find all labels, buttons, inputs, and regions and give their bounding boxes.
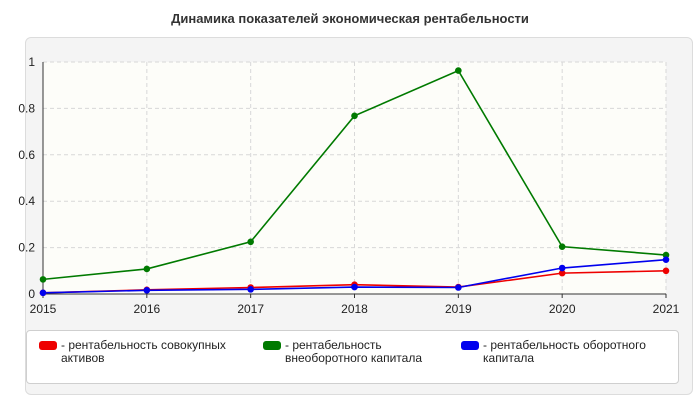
legend-swatch-2 (461, 341, 479, 350)
x-tick-label-1: 2016 (133, 302, 160, 316)
x-tick-label-2: 2017 (237, 302, 264, 316)
series-1-point-5[interactable] (558, 243, 566, 250)
series-1-point-3[interactable] (351, 112, 358, 120)
series-group (39, 67, 670, 297)
y-tick-label-5: 1 (28, 55, 35, 69)
y-tick-label-0: 0 (28, 287, 35, 301)
legend-swatch-0 (39, 341, 57, 350)
x-tick-label-3: 2018 (341, 302, 368, 316)
series-2-point-3[interactable] (351, 283, 358, 291)
legend-label-1: - рентабельность внеоборотного капитала (285, 338, 422, 365)
series-2-point-1[interactable] (143, 286, 151, 294)
series-2-point-6[interactable] (662, 256, 670, 263)
series-1-point-4[interactable] (455, 67, 462, 74)
legend: - рентабельность совокупных активов - ре… (26, 330, 679, 384)
x-tick-label-6: 2021 (653, 302, 680, 316)
y-axis-ticks: 0 0.2 0.4 0.6 0.8 1 (18, 55, 35, 301)
series-2-point-0[interactable] (39, 289, 47, 297)
x-axis-ticks: 2015 2016 2017 2018 2019 2020 2021 (30, 294, 680, 316)
y-tick-label-2: 0.4 (18, 194, 35, 208)
series-0-point-5[interactable] (558, 269, 566, 277)
y-tick-label-1: 0.2 (18, 241, 35, 255)
legend-label-2: - рентабельность оборотного капитала (483, 338, 646, 365)
chart-title: Динамика показателей экономическая рента… (171, 11, 529, 26)
x-tick-label-4: 2019 (445, 302, 472, 316)
y-tick-label-3: 0.6 (18, 148, 35, 162)
series-1-point-6[interactable] (662, 251, 670, 259)
series-1-point-2[interactable] (247, 238, 254, 246)
series-0-point-6[interactable] (662, 267, 670, 275)
series-2-point-4[interactable] (455, 284, 462, 291)
x-tick-label-0: 2015 (30, 302, 57, 316)
series-1-point-0[interactable] (39, 276, 47, 283)
x-tick-label-5: 2020 (549, 302, 576, 316)
legend-swatch-1 (263, 341, 281, 350)
series-2-point-5[interactable] (558, 264, 566, 272)
series-1-point-1[interactable] (143, 265, 151, 273)
grid-lines (43, 61, 667, 294)
y-tick-label-4: 0.8 (18, 101, 35, 115)
series-2-point-2[interactable] (247, 286, 254, 293)
legend-label-0: - рентабельность совокупных активов (61, 338, 226, 365)
